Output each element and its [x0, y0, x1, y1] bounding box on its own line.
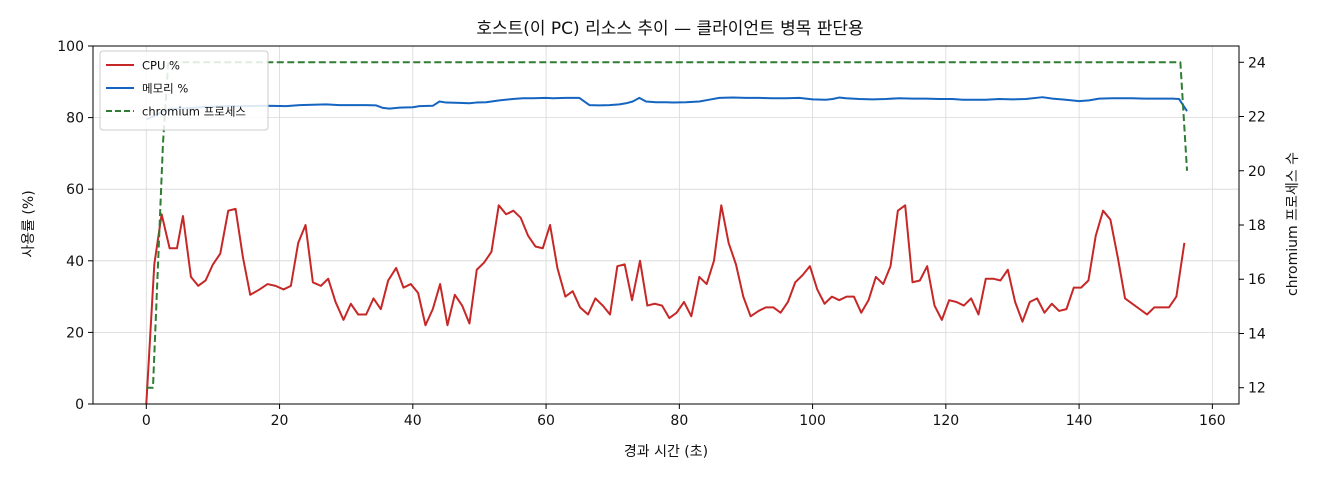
y-right-tick-label: 12	[1248, 381, 1266, 397]
plot-frame	[92, 45, 1240, 405]
x-tick-label: 0	[142, 413, 151, 429]
x-tick-label: 120	[932, 413, 959, 429]
y-right-tick-label: 16	[1248, 272, 1266, 288]
y-tick-label: 40	[66, 254, 84, 270]
chart-title: 호스트(이 PC) 리소스 추이 — 클라이언트 병목 판단용	[476, 19, 863, 39]
x-tick-label: 100	[799, 413, 826, 429]
x-tick-label: 140	[1066, 413, 1093, 429]
series-line-1	[145, 96, 1188, 121]
y-right-tick-label: 24	[1248, 55, 1266, 71]
y-axis-label: 사용률 (%)	[21, 190, 37, 257]
x-tick-label: 40	[404, 413, 422, 429]
legend-box	[99, 50, 269, 131]
legend: CPU % 메모리 % chromium 프로세스	[99, 50, 269, 131]
y-right-tick-label: 22	[1248, 110, 1266, 126]
legend-label-2: chromium 프로세스	[142, 105, 246, 119]
y-right-tick-label: 18	[1248, 218, 1266, 234]
x-axis-label: 경과 시간 (초)	[624, 444, 708, 460]
series-line-0	[145, 204, 1186, 405]
y-tick-label: 20	[66, 325, 84, 341]
x-tick-label: 160	[1199, 413, 1226, 429]
y-tick-label: 60	[66, 182, 84, 198]
y-right-tick-label: 14	[1248, 326, 1266, 342]
x-tick-label: 80	[670, 413, 688, 429]
legend-label-1: 메모리 %	[142, 82, 188, 96]
axes: 0 20 40 60 80 100 120 140 160 0 20 40 60 80 100 12 14 16 1…	[57, 39, 1266, 429]
y-tick-label: 0	[75, 397, 84, 413]
plot-area	[145, 61, 1189, 405]
x-tick-label: 60	[537, 413, 555, 429]
legend-label-0: CPU %	[142, 59, 180, 73]
y-right-tick-label: 20	[1248, 164, 1266, 180]
y-tick-label: 80	[66, 111, 84, 127]
y-axis-right-label: chromium 프로세스 수	[1285, 152, 1301, 296]
series-line-2	[146, 61, 1189, 389]
x-tick-label: 20	[271, 413, 289, 429]
y-tick-label: 100	[57, 39, 84, 55]
